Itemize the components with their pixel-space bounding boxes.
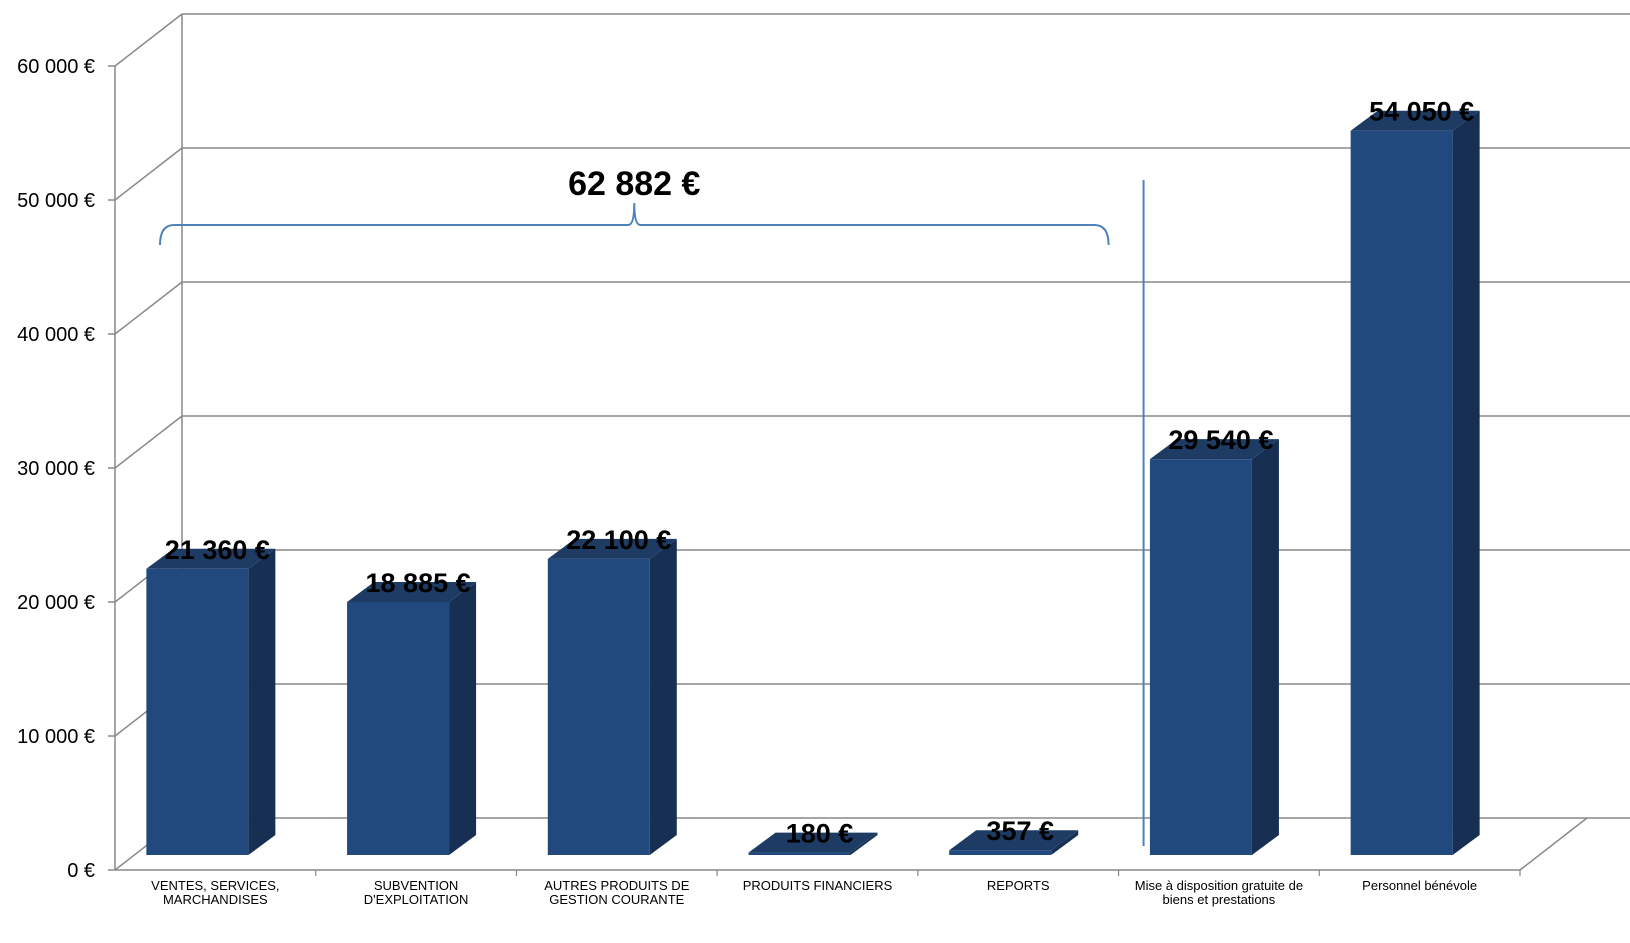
gridline-diagonal: [114, 415, 183, 469]
y-tick-label: 0 €: [67, 860, 95, 882]
bar-top: [1350, 110, 1480, 131]
data-label: 180 €: [786, 819, 854, 849]
y-tick-label: 10 000 €: [17, 726, 95, 748]
x-tick-label: GESTION COURANTE: [549, 892, 684, 907]
bar-top: [347, 581, 477, 602]
y-tick-label: 30 000 €: [17, 458, 95, 480]
bar-front: [1350, 130, 1453, 856]
x-tick-label: Mise à disposition gratuite de: [1135, 878, 1303, 893]
bar: [1350, 110, 1480, 856]
y-axis-ticks: 0 € 10 000 € 20 000 € 30 000 € 40 000 € 50 00…: [17, 56, 95, 882]
gridline-diagonal: [114, 13, 183, 67]
bar-side: [248, 548, 276, 855]
data-labels: 21 360 € 18 885 € 22 100 € 180 € 357 € 29 540…: [165, 97, 1474, 849]
bar: [1149, 439, 1279, 855]
bar-top: [146, 548, 276, 569]
group-total-label: 62 882 €: [568, 165, 700, 203]
x-tick-label: biens et prestations: [1163, 892, 1276, 907]
x-tick-label: Personnel bénévole: [1362, 878, 1477, 893]
x-tick-label: REPORTS: [987, 878, 1050, 893]
x-tick-label: SUBVENTION: [374, 878, 459, 893]
bar-top: [547, 538, 677, 559]
x-tick-label: AUTRES PRODUITS DE: [544, 878, 690, 893]
bar-top: [1149, 439, 1279, 460]
bar: [547, 538, 677, 855]
data-label: 21 360 €: [165, 535, 270, 565]
bar: [748, 832, 878, 855]
x-tick-label: MARCHANDISES: [163, 892, 268, 907]
data-label: 357 €: [986, 816, 1054, 846]
y-tick-label: 60 000 €: [17, 56, 95, 78]
bar-side: [1452, 110, 1480, 856]
y-tick-label: 40 000 €: [17, 324, 95, 346]
annotations: 62 882 €: [159, 165, 1145, 846]
y-tick-label: 50 000 €: [17, 190, 95, 212]
bar-side: [1251, 439, 1279, 855]
x-tick-label: PRODUITS FINANCIERS: [743, 878, 893, 893]
floor-right-edge: [1519, 817, 1588, 871]
bar-side: [449, 581, 477, 855]
bar-side: [1051, 830, 1079, 855]
bar-front: [547, 558, 650, 855]
bar-front: [1149, 459, 1252, 855]
bar: [949, 830, 1079, 855]
gridline-diagonal: [114, 281, 183, 335]
bar-front: [949, 850, 1052, 855]
bar-side: [649, 538, 677, 855]
bar: [146, 548, 276, 855]
bar-front: [146, 568, 249, 855]
bar-side: [850, 832, 878, 855]
bar-front: [748, 852, 851, 855]
bar-top: [949, 830, 1079, 851]
data-label: 18 885 €: [366, 568, 471, 598]
bar-front: [347, 601, 450, 855]
gridline-diagonal: [114, 147, 183, 201]
bar: [347, 581, 477, 855]
y-tick-label: 20 000 €: [17, 592, 95, 614]
bar-top: [748, 832, 878, 853]
data-label: 22 100 €: [566, 525, 671, 555]
group-total-brace: [159, 202, 1110, 246]
x-axis-labels: VENTES, SERVICES,MARCHANDISES SUBVENTIOND…: [151, 878, 1477, 907]
data-label: 29 540 €: [1168, 425, 1273, 455]
x-tick-label: VENTES, SERVICES,: [151, 878, 279, 893]
bars: [146, 110, 1480, 856]
x-tick-label: D'EXPLOITATION: [364, 892, 469, 907]
data-label: 54 050 €: [1369, 97, 1474, 127]
